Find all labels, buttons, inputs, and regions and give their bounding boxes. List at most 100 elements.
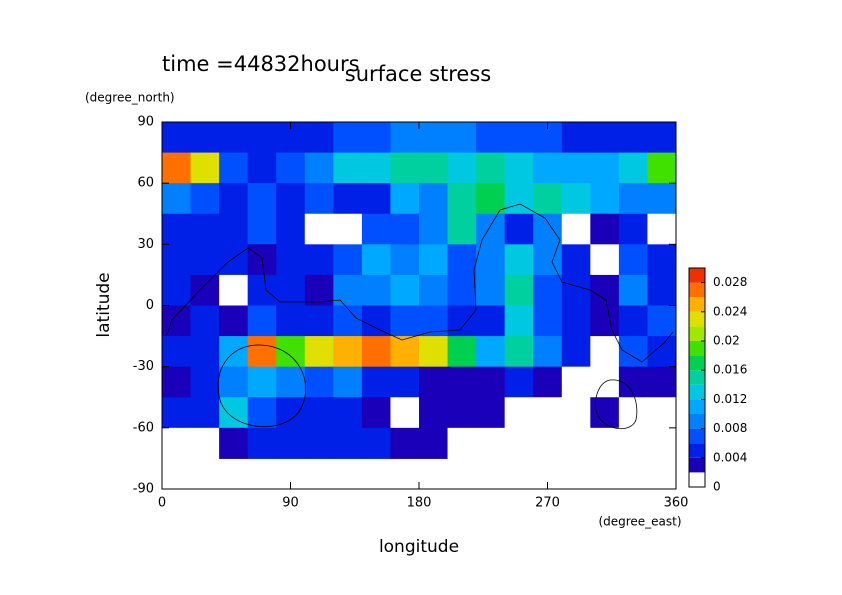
contour-cell xyxy=(390,183,420,215)
contour-cell xyxy=(219,305,249,337)
contour-cell xyxy=(333,244,363,276)
contour-cell xyxy=(618,336,648,368)
contour-cell xyxy=(162,366,192,398)
colorbar-tick-label: 0.016 xyxy=(713,363,747,377)
contour-cell xyxy=(247,213,277,245)
colorbar-tick-label: 0.008 xyxy=(713,421,747,435)
colorbar-band xyxy=(689,282,705,298)
contour-cell xyxy=(590,122,620,154)
contour-cell xyxy=(504,152,534,184)
contour-cell xyxy=(219,152,249,184)
contour-cell xyxy=(304,397,334,429)
contour-cell xyxy=(419,244,449,276)
colorbar-tick-label: 0.028 xyxy=(713,275,747,289)
contour-cell xyxy=(333,213,363,245)
contour-cell xyxy=(476,366,506,398)
contour-cell xyxy=(390,152,420,184)
contour-cell xyxy=(219,336,249,368)
colorbar-tick-label: 0 xyxy=(713,480,721,494)
contour-cell xyxy=(419,427,449,459)
contour-cell xyxy=(476,213,506,245)
contour-cell xyxy=(419,213,449,245)
contour-cell xyxy=(361,213,391,245)
contour-cell xyxy=(561,397,591,429)
colorbar-band xyxy=(689,443,705,458)
contour-cell xyxy=(447,122,477,154)
contour-cell xyxy=(162,122,192,154)
colorbar-band xyxy=(689,428,705,444)
contour-cell xyxy=(304,305,334,337)
contour-cell xyxy=(276,213,306,245)
colorbar-band xyxy=(689,472,705,487)
contour-cell xyxy=(561,366,591,398)
contour-cell xyxy=(476,244,506,276)
contour-cell xyxy=(304,122,334,154)
contour-cell xyxy=(276,336,306,368)
contour-cell xyxy=(419,397,449,429)
contour-cell xyxy=(419,366,449,398)
contour-cell xyxy=(162,336,192,368)
contour-cell xyxy=(590,305,620,337)
contour-cell xyxy=(447,397,477,429)
contour-cell xyxy=(190,366,220,398)
contour-cell xyxy=(390,213,420,245)
contour-cell xyxy=(304,152,334,184)
contour-cell xyxy=(533,366,563,398)
contour-cell xyxy=(247,183,277,215)
contour-cell xyxy=(190,183,220,215)
contour-cell xyxy=(276,397,306,429)
contour-cell xyxy=(647,122,677,154)
contour-cell xyxy=(533,274,563,306)
contour-cell xyxy=(304,244,334,276)
contour-cell xyxy=(162,183,192,215)
contour-cell xyxy=(419,122,449,154)
x-tick-label: 180 xyxy=(407,496,432,511)
contour-cell xyxy=(219,397,249,429)
contour-cell xyxy=(162,213,192,245)
contour-cell xyxy=(504,213,534,245)
contour-cell xyxy=(361,183,391,215)
contour-cell xyxy=(247,122,277,154)
contour-cell xyxy=(333,427,363,459)
contour-cell xyxy=(190,122,220,154)
x-unit: (degree_east) xyxy=(598,515,681,529)
contour-cell xyxy=(219,244,249,276)
contour-cell xyxy=(304,183,334,215)
contour-cell xyxy=(390,122,420,154)
contour-cell xyxy=(504,397,534,429)
colorbar-band xyxy=(689,311,705,327)
contour-cell xyxy=(390,427,420,459)
contour-cell xyxy=(304,427,334,459)
contour-cell xyxy=(618,366,648,398)
contour-cell xyxy=(590,274,620,306)
contour-cell xyxy=(247,336,277,368)
colorbar-band xyxy=(689,414,705,429)
colorbar: 0 0.004 0.008 0.012 0.016 0.02 0.024 0.028 xyxy=(688,267,747,494)
contour-cell xyxy=(618,274,648,306)
chart-title: surface stress xyxy=(345,62,491,86)
contour-cell xyxy=(647,274,677,306)
colorbar-tick-label: 0.02 xyxy=(713,334,740,348)
contour-cell xyxy=(447,213,477,245)
contour-cell xyxy=(447,152,477,184)
y-tick-label: 30 xyxy=(137,237,154,252)
y-tick-label: 90 xyxy=(137,115,154,130)
contour-cell xyxy=(447,183,477,215)
contour-cell xyxy=(247,397,277,429)
colorbar-tick-label: 0.012 xyxy=(713,392,747,406)
contour-cell xyxy=(476,122,506,154)
contour-cell xyxy=(447,244,477,276)
contour-cell xyxy=(476,397,506,429)
contour-cell xyxy=(561,274,591,306)
y-axis-label: latitude xyxy=(94,272,114,337)
contour-cell xyxy=(618,122,648,154)
contour-cell xyxy=(447,274,477,306)
coastlines xyxy=(166,203,674,429)
contour-cell xyxy=(162,305,192,337)
contour-cell xyxy=(190,305,220,337)
contour-cell xyxy=(304,336,334,368)
contour-cell xyxy=(476,336,506,368)
contour-cell xyxy=(219,366,249,398)
contour-cell xyxy=(590,213,620,245)
contour-cell xyxy=(476,427,506,459)
